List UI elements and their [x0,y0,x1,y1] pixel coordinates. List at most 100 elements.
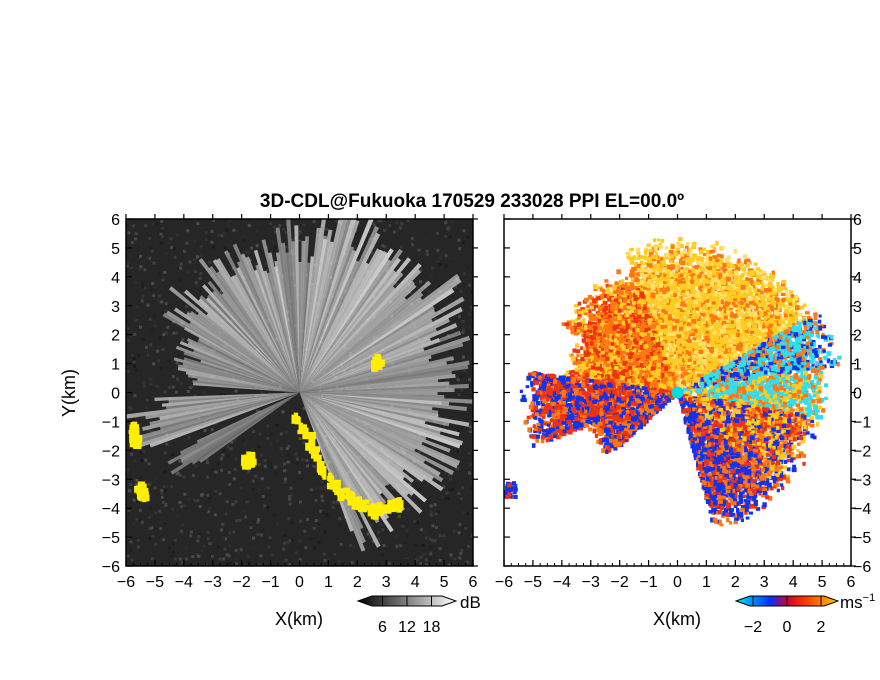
backscatter-ray [183,351,300,393]
velocity-cell [677,237,683,242]
noise-cell [462,510,466,514]
velocity-cell [799,305,805,310]
noise-cell [205,457,209,461]
noise-cell [287,444,291,448]
velocity-cell [745,263,750,268]
noise-cell [326,557,330,561]
noise-cell [147,482,151,486]
noise-cell [449,349,453,353]
noise-cell [148,256,152,260]
backscatter-ray [168,286,300,393]
noise-cell [464,527,468,531]
noise-cell [162,559,166,563]
velocity-cell [720,254,724,259]
velocity-cell [678,288,683,294]
noise-cell [166,359,170,363]
noise-cell [175,361,179,365]
noise-cell [417,488,421,492]
noise-cell [441,495,445,499]
velocity-cell [757,288,762,292]
velocity-cell [736,292,741,296]
velocity-cell [765,330,770,335]
noise-cell [147,444,151,448]
noise-cell [199,272,203,276]
velocity-cell [711,337,716,342]
noise-cell [281,227,285,231]
noise-cell [381,528,385,532]
noise-cell [444,254,448,258]
noise-cell [132,357,136,361]
noise-cell [178,473,182,477]
noise-cell [242,509,246,513]
velocity-cell [750,303,755,308]
velocity-cell [757,271,762,277]
flag-cell [303,427,309,433]
colorbar-tick-label: 6 [378,619,387,636]
noise-cell [462,272,466,276]
velocity-cell [688,293,694,298]
backscatter-ray [299,392,390,486]
noise-cell [461,241,465,245]
velocity-cell [726,288,731,294]
velocity-cell [675,326,681,331]
noise-cell [129,416,133,420]
noise-cell [332,500,336,504]
noise-cell [185,305,189,309]
flag-cell [139,483,147,489]
noise-cell [419,280,423,284]
velocity-cell [732,325,738,329]
noise-cell [349,543,353,547]
velocity-cell [737,311,743,315]
noise-cell [392,230,396,234]
velocity-cell [753,316,758,322]
velocity-cell [751,296,756,300]
velocity-cell [710,264,715,268]
velocity-cell [685,375,690,380]
flag-cell [139,488,145,499]
velocity-cell [721,313,725,318]
noise-cell [167,385,171,389]
velocity-cell [658,245,664,249]
velocity-cell [683,250,687,255]
noise-cell [138,518,142,522]
backscatter-ray [299,392,380,524]
noise-cell [405,534,409,538]
velocity-cell [682,366,688,370]
velocity-cell [729,334,735,339]
velocity-cell [745,277,749,281]
velocity-cell [719,302,723,307]
noise-cell [226,220,230,224]
noise-cell [137,503,141,507]
noise-cell [335,219,339,223]
noise-cell [127,512,131,516]
velocity-cell [740,309,744,314]
velocity-cell [714,339,720,344]
velocity-cell [776,288,782,293]
noise-cell [437,307,441,311]
velocity-cell [747,268,753,273]
noise-cell [149,378,153,382]
velocity-cell [669,279,674,285]
noise-cell [379,523,383,527]
noise-cell [158,416,162,420]
velocity-cell [680,269,684,273]
noise-cell [129,540,133,544]
noise-cell [287,517,291,521]
velocity-cell [651,302,655,308]
noise-cell [166,557,170,561]
velocity-cell [767,291,772,296]
velocity-cell [697,331,703,337]
velocity-cell [760,286,765,292]
velocity-cell [700,367,705,372]
noise-cell [143,286,147,290]
flag-cell [241,454,248,464]
velocity-cell [719,353,723,357]
noise-cell [262,506,266,510]
velocity-cell [663,273,667,278]
velocity-cell [717,327,722,332]
noise-cell [200,549,204,553]
velocity-cell [752,328,756,333]
velocity-cell [721,285,726,290]
noise-cell [266,499,270,503]
backscatter-ray [299,219,360,393]
